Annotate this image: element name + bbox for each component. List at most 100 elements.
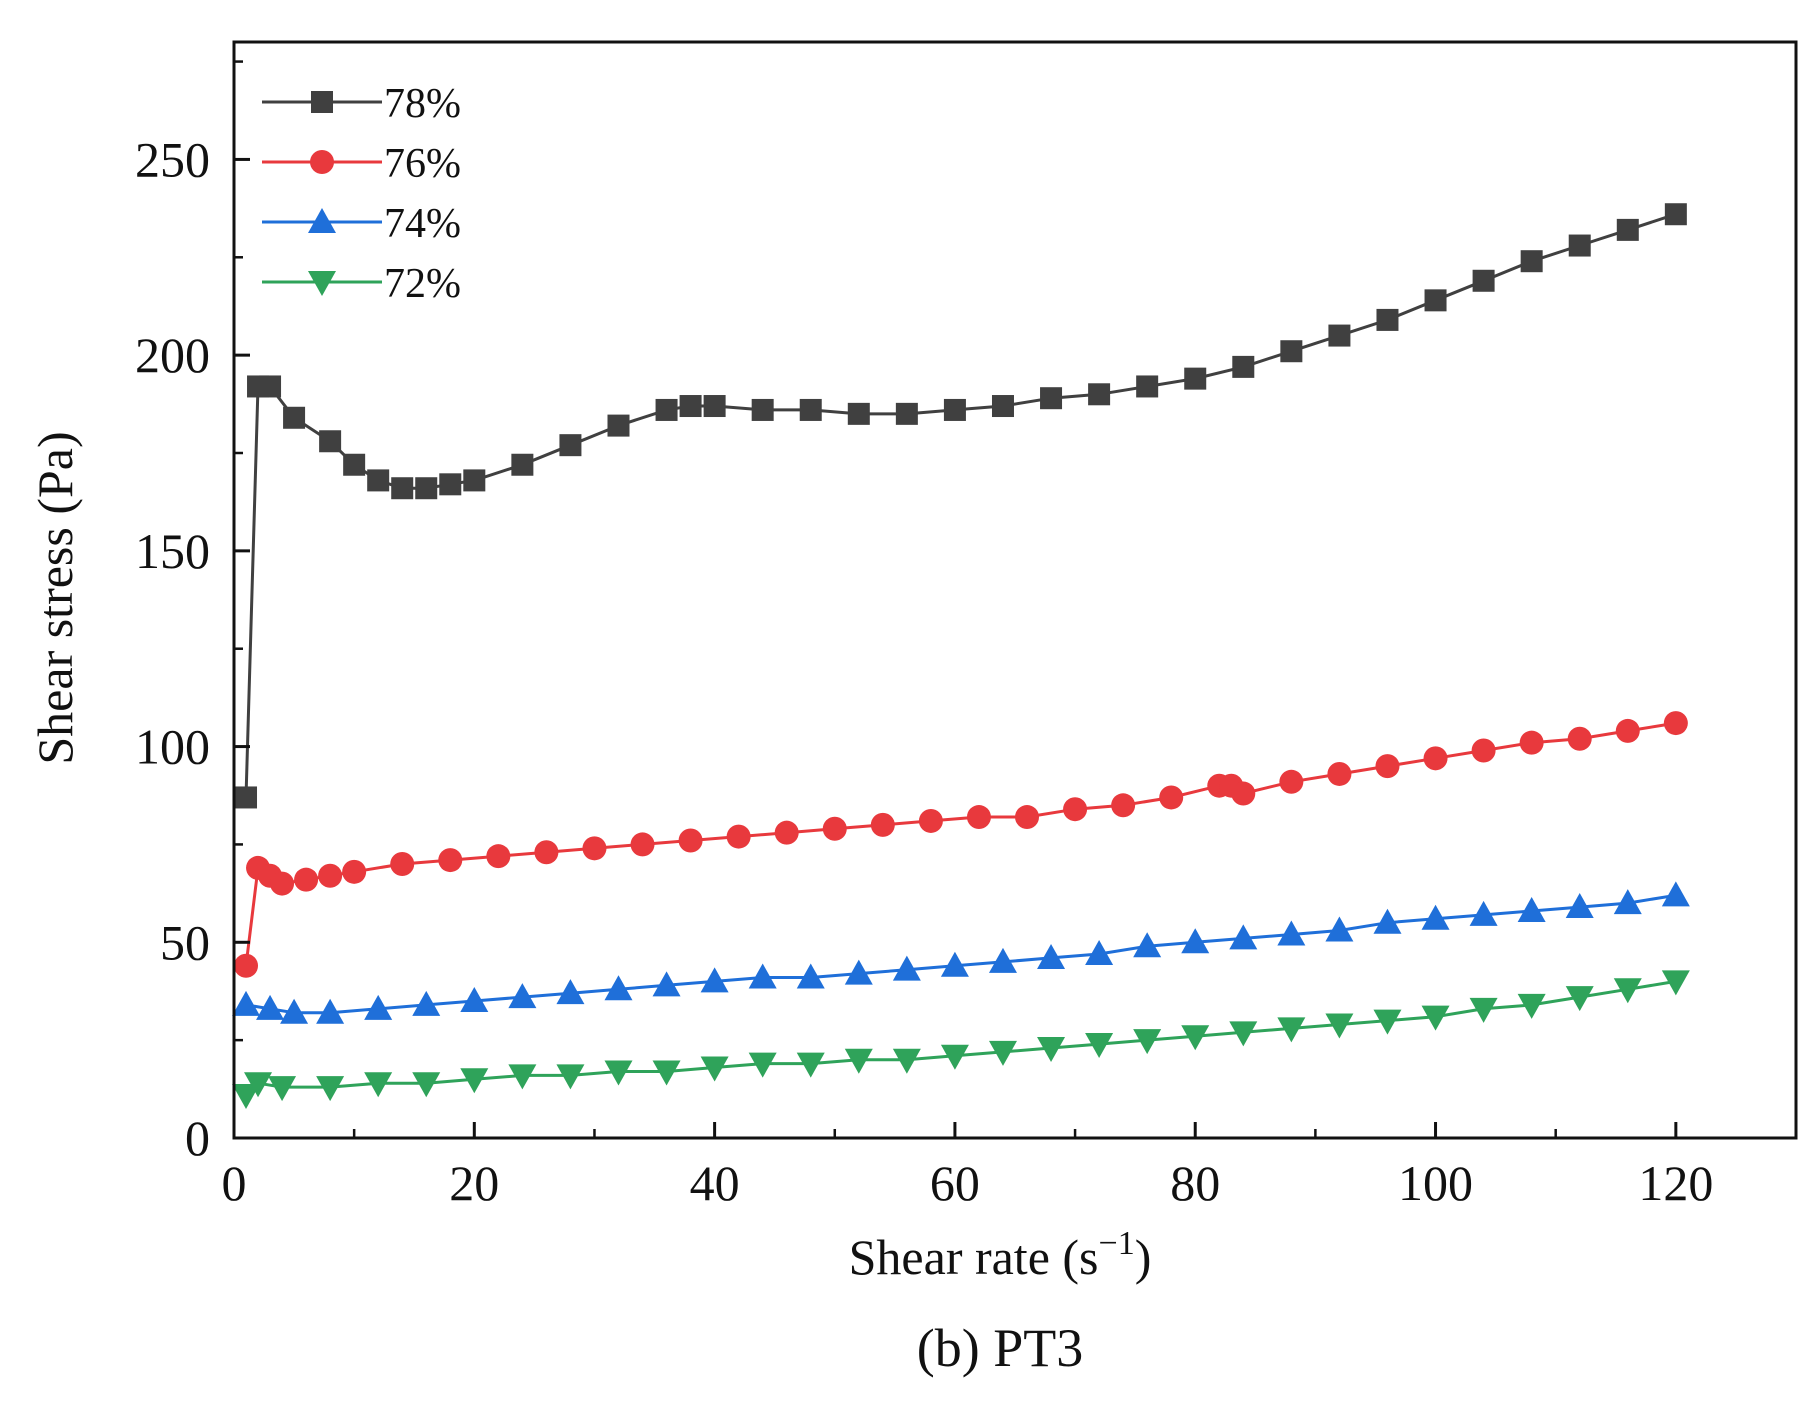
marks-layer — [232, 203, 1690, 1109]
legend-entry-72pct: 72% — [262, 261, 461, 307]
data-point-78pct — [607, 414, 630, 437]
data-point-78pct — [1616, 218, 1639, 241]
data-point-74pct — [1037, 943, 1066, 969]
x-tick-label: 0 — [222, 1155, 247, 1211]
data-point-76pct — [1423, 746, 1448, 771]
data-point-76pct — [1471, 738, 1496, 763]
data-point-78pct — [1664, 203, 1687, 226]
data-point-78pct — [1376, 308, 1399, 331]
data-point-74pct — [1421, 904, 1450, 930]
x-tick-label: 120 — [1638, 1155, 1713, 1211]
data-point-78pct — [751, 398, 774, 421]
x-tick-label: 20 — [449, 1155, 499, 1211]
legend-entry-78pct: 78% — [262, 81, 461, 127]
legend-entry-76pct: 76% — [262, 141, 461, 187]
x-tick-label: 40 — [690, 1155, 740, 1211]
data-point-72pct — [988, 1040, 1017, 1066]
data-point-72pct — [1181, 1025, 1210, 1051]
data-point-72pct — [412, 1072, 441, 1098]
data-point-72pct — [748, 1052, 777, 1078]
data-point-76pct — [1375, 754, 1400, 779]
data-point-72pct — [796, 1052, 825, 1078]
plot-frame — [232, 40, 1798, 1140]
data-point-78pct — [1088, 383, 1111, 406]
x-axis-title-text: Shear rate (s — [849, 1229, 1099, 1285]
data-point-72pct — [1421, 1005, 1450, 1031]
data-point-78pct — [1472, 269, 1495, 292]
data-point-72pct — [700, 1056, 729, 1082]
data-point-72pct — [1661, 970, 1690, 996]
data-point-74pct — [1133, 932, 1162, 958]
x-axis-title: Shear rate (s−1) — [849, 1225, 1152, 1285]
data-point-74pct — [1469, 900, 1498, 926]
legend: 78% 76% 74% 72% — [262, 81, 461, 307]
data-point-76pct — [318, 863, 343, 888]
y-tick-label: 250 — [135, 131, 210, 187]
data-point-76pct — [1015, 805, 1040, 830]
legend-marker — [308, 271, 336, 296]
data-point-78pct — [1184, 367, 1207, 390]
data-point-78pct — [895, 402, 918, 425]
data-point-76pct — [1519, 730, 1544, 755]
data-point-76pct — [870, 812, 895, 837]
data-point-72pct — [892, 1048, 921, 1074]
data-point-78pct — [367, 469, 390, 492]
data-point-78pct — [943, 398, 966, 421]
x-axis-title-close: ) — [1135, 1229, 1152, 1285]
data-point-74pct — [700, 967, 729, 993]
data-point-76pct — [390, 852, 415, 876]
data-point-72pct — [1085, 1033, 1114, 1059]
data-point-76pct — [486, 844, 511, 869]
y-tick-label: 50 — [160, 914, 210, 970]
data-point-78pct — [1280, 340, 1303, 363]
data-point-72pct — [508, 1064, 537, 1090]
data-point-72pct — [244, 1072, 273, 1098]
data-point-78pct — [799, 398, 822, 421]
data-point-76pct — [1279, 769, 1304, 794]
data-point-74pct — [1181, 928, 1210, 954]
data-point-74pct — [1277, 920, 1306, 946]
legend-marker — [310, 150, 334, 174]
data-point-72pct — [1037, 1036, 1066, 1062]
data-point-78pct — [343, 453, 366, 476]
data-point-72pct — [1325, 1013, 1354, 1039]
data-point-76pct — [342, 859, 367, 884]
data-point-76pct — [774, 820, 799, 845]
data-point-72pct — [844, 1048, 873, 1074]
data-point-78pct — [991, 395, 1014, 418]
y-axis-title: Shear stress (Pa) — [27, 431, 83, 764]
legend-label: 78% — [384, 81, 461, 127]
data-point-74pct — [796, 963, 825, 989]
legend-marker — [311, 91, 333, 113]
axes-layer: 0 20 40 60 80 100 120 0 50 100 150 200 250 — [135, 40, 1798, 1211]
data-point-74pct — [1085, 940, 1114, 966]
data-point-78pct — [511, 453, 534, 476]
data-point-72pct — [1565, 986, 1594, 1012]
data-point-78pct — [1424, 289, 1447, 312]
data-point-76pct — [1231, 781, 1256, 806]
data-point-72pct — [316, 1076, 345, 1102]
data-point-76pct — [1327, 761, 1352, 786]
data-point-74pct — [1373, 908, 1402, 934]
y-tick-label: 0 — [185, 1110, 210, 1166]
series-line-72pct — [244, 979, 1677, 1096]
data-point-78pct — [1232, 355, 1255, 378]
data-point-74pct — [256, 994, 285, 1020]
x-tick-label: 100 — [1398, 1155, 1473, 1211]
data-point-76pct — [630, 832, 655, 857]
data-point-78pct — [655, 398, 678, 421]
data-point-76pct — [534, 840, 559, 865]
data-point-74pct — [364, 994, 393, 1020]
data-point-76pct — [1567, 726, 1592, 751]
data-point-76pct — [1663, 711, 1688, 736]
data-point-74pct — [844, 959, 873, 985]
data-point-74pct — [280, 998, 309, 1024]
data-point-74pct — [1661, 881, 1690, 907]
data-point-78pct — [259, 375, 282, 398]
data-point-76pct — [966, 805, 991, 830]
data-point-74pct — [1517, 896, 1546, 922]
data-point-72pct — [232, 1083, 261, 1109]
data-point-78pct — [283, 406, 306, 429]
